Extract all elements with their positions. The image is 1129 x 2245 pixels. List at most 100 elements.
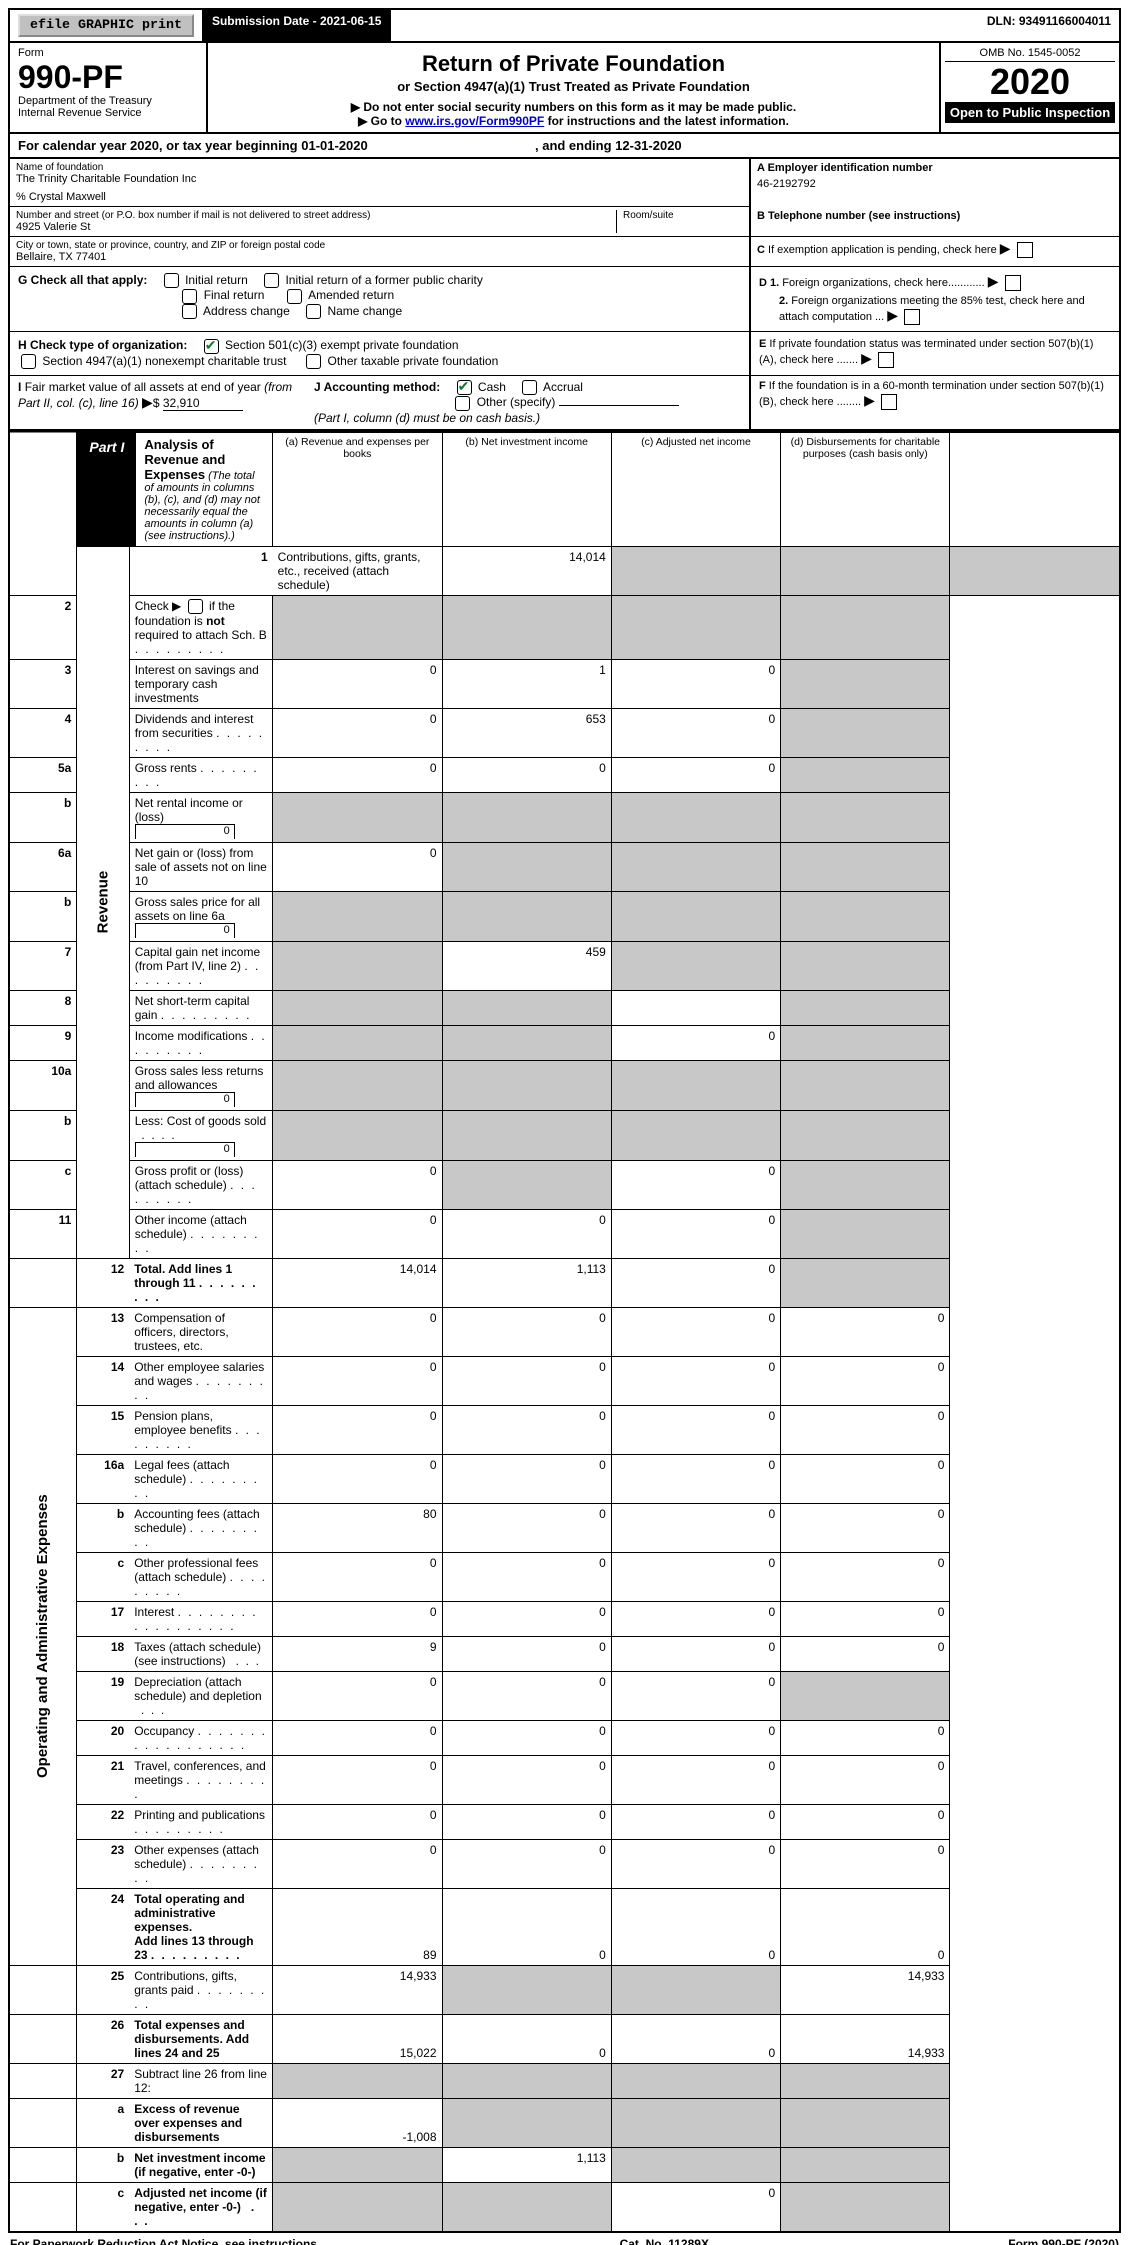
- cb-name-change[interactable]: [306, 304, 321, 319]
- cal-end: 12-31-2020: [615, 138, 682, 153]
- cb-address-change[interactable]: [182, 304, 197, 319]
- c-cell: C C If exemption application is pending,…: [749, 237, 1119, 267]
- g-left: G Check all that apply: Initial return I…: [10, 267, 749, 331]
- top-bar: efile GRAPHIC print Submission Date - 20…: [8, 8, 1121, 43]
- opt-501c3: Section 501(c)(3) exempt private foundat…: [225, 338, 458, 352]
- address-cell: Number and street (or P.O. box number if…: [10, 207, 749, 237]
- row-3: 3Interest on savings and temporary cash …: [9, 659, 1120, 708]
- j-note: (Part I, column (d) must be on cash basi…: [314, 411, 540, 425]
- row-7: 7Capital gain net income (from Part IV, …: [9, 941, 1120, 990]
- cb-4947[interactable]: [21, 354, 36, 369]
- row-19: 19Depreciation (attach schedule) and dep…: [9, 1671, 1120, 1720]
- opt-cash: Cash: [478, 380, 506, 394]
- foundation-name: The Trinity Charitable Foundation Inc: [16, 173, 743, 185]
- form-header: Form 990-PF Department of the Treasury I…: [8, 43, 1121, 134]
- c-checkbox[interactable]: [1017, 242, 1033, 258]
- efile-print-button[interactable]: efile GRAPHIC print: [18, 14, 194, 37]
- col-b-header: (b) Net investment income: [442, 432, 611, 547]
- care-of: % Crystal Maxwell: [16, 191, 743, 203]
- d-cell: D 1. Foreign organizations, check here..…: [749, 267, 1119, 331]
- opt-addr-change: Address change: [203, 304, 290, 318]
- i-value: 32,910: [163, 396, 243, 411]
- f-checkbox[interactable]: [881, 394, 897, 410]
- g-label: G Check all that apply:: [18, 273, 147, 287]
- dln: DLN: 93491166004011: [391, 10, 1119, 41]
- opt-initial-former: Initial return of a former public charit…: [285, 273, 482, 287]
- row-10a: 10aGross sales less returns and allowanc…: [9, 1060, 1120, 1110]
- part1-desc: Analysis of Revenue and Expenses (The to…: [136, 433, 272, 546]
- cb-final[interactable]: [182, 289, 197, 304]
- f-cell: F If the foundation is in a 60-month ter…: [749, 376, 1119, 429]
- row-6b: bGross sales price for all assets on lin…: [9, 891, 1120, 941]
- opt-4947: Section 4947(a)(1) nonexempt charitable …: [42, 354, 286, 368]
- d2-text: Foreign organizations meeting the 85% te…: [779, 295, 1085, 323]
- ein-cell: A Employer identification number 46-2192…: [749, 159, 1119, 207]
- cb-amended[interactable]: [287, 289, 302, 304]
- footer-mid: Cat. No. 11289X: [620, 2237, 709, 2245]
- row-18: 18Taxes (attach schedule) (see instructi…: [9, 1636, 1120, 1671]
- d2-checkbox[interactable]: [904, 309, 920, 325]
- footer-right: Form 990-PF (2020): [1008, 2237, 1119, 2245]
- g-row: G Check all that apply: Initial return I…: [8, 267, 1121, 332]
- opt-other-tax: Other taxable private foundation: [328, 354, 499, 368]
- instr-link-row: ▶ Go to www.irs.gov/Form990PF for instru…: [216, 114, 931, 128]
- row-15: 15Pension plans, employee benefits 0000: [9, 1405, 1120, 1454]
- addr-label: Number and street (or P.O. box number if…: [16, 210, 616, 221]
- row-22: 22Printing and publications 0000: [9, 1804, 1120, 1839]
- cal-mid: , and ending: [535, 138, 615, 153]
- row-8: 8Net short-term capital gain: [9, 990, 1120, 1025]
- h-label: H Check type of organization:: [18, 338, 187, 352]
- ein-label: A Employer identification number: [757, 162, 933, 174]
- j-label: J Accounting method:: [314, 380, 440, 394]
- opt-initial: Initial return: [185, 273, 248, 287]
- row-1: Revenue 1Contributions, gifts, grants, e…: [9, 546, 1120, 595]
- row-17: 17Interest 0000: [9, 1601, 1120, 1636]
- row-5b: bNet rental income or (loss) 0: [9, 792, 1120, 842]
- room-cell: Room/suite: [616, 210, 743, 233]
- row-23: 23Other expenses (attach schedule) 0000: [9, 1839, 1120, 1888]
- col-c-header: (c) Adjusted net income: [611, 432, 780, 547]
- omb-number: OMB No. 1545-0052: [945, 47, 1115, 62]
- cb-501c3[interactable]: [204, 339, 219, 354]
- cb-accrual[interactable]: [522, 380, 537, 395]
- cb-other-taxable[interactable]: [306, 354, 321, 369]
- row-16a: 16aLegal fees (attach schedule) 0000: [9, 1454, 1120, 1503]
- row-12: 12Total. Add lines 1 through 11 14,0141,…: [9, 1258, 1120, 1307]
- opt-other: Other (specify): [477, 395, 556, 409]
- footer-left: For Paperwork Reduction Act Notice, see …: [10, 2237, 320, 2245]
- form-subtitle: or Section 4947(a)(1) Trust Treated as P…: [216, 79, 931, 94]
- phone-label: B Telephone number (see instructions): [757, 210, 960, 222]
- instr-pre: ▶ Go to: [358, 114, 405, 128]
- row-16c: cOther professional fees (attach schedul…: [9, 1552, 1120, 1601]
- cb-other-method[interactable]: [455, 396, 470, 411]
- cb-sch-b[interactable]: [188, 599, 203, 614]
- row-16b: bAccounting fees (attach schedule) 80000: [9, 1503, 1120, 1552]
- opt-accrual: Accrual: [543, 380, 583, 394]
- revenue-side-label: Revenue: [77, 546, 129, 1258]
- row-27a: aExcess of revenue over expenses and dis…: [9, 2098, 1120, 2147]
- i-text: Fair market value of all assets at end o…: [18, 380, 292, 410]
- street-address: 4925 Valerie St: [16, 221, 616, 233]
- phone-cell: B Telephone number (see instructions): [749, 207, 1119, 237]
- row-27c: cAdjusted net income (if negative, enter…: [9, 2182, 1120, 2232]
- form-word: Form: [18, 47, 198, 59]
- header-center: Return of Private Foundation or Section …: [208, 43, 939, 132]
- row-26: 26Total expenses and disbursements. Add …: [9, 2014, 1120, 2063]
- submission-date: Submission Date - 2021-06-15: [204, 10, 391, 41]
- cal-pre: For calendar year 2020, or tax year begi…: [18, 138, 301, 153]
- cb-cash[interactable]: [457, 380, 472, 395]
- opt-amended: Amended return: [308, 288, 394, 302]
- dept-treasury: Department of the Treasury: [18, 95, 198, 107]
- e-checkbox[interactable]: [878, 352, 894, 368]
- d1-checkbox[interactable]: [1005, 275, 1021, 291]
- f-text: If the foundation is in a 60-month termi…: [759, 380, 1104, 408]
- cb-initial-return[interactable]: [164, 273, 179, 288]
- city-value: Bellaire, TX 77401: [16, 251, 743, 263]
- row-5a: 5aGross rents 000: [9, 757, 1120, 792]
- calendar-year-row: For calendar year 2020, or tax year begi…: [8, 134, 1121, 159]
- row-2: 2 Check ▶ if the foundation is not requi…: [9, 595, 1120, 659]
- row-24: 24Total operating and administrative exp…: [9, 1888, 1120, 1965]
- row-20: 20Occupancy 0000: [9, 1720, 1120, 1755]
- cb-initial-former[interactable]: [264, 273, 279, 288]
- irs-link[interactable]: www.irs.gov/Form990PF: [405, 114, 544, 128]
